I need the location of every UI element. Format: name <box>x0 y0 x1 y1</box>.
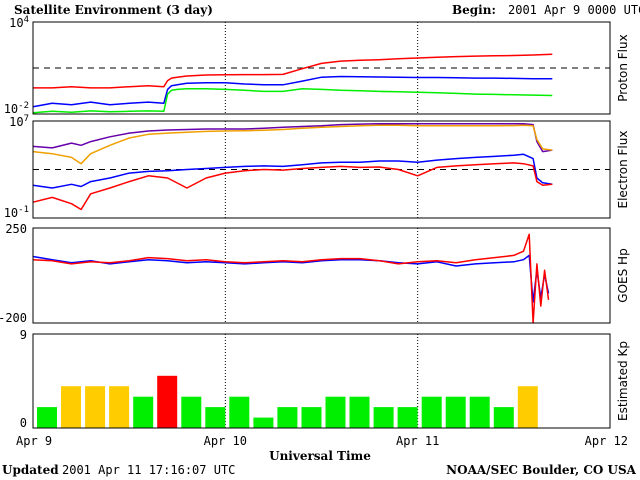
electron-flux-y-tick-label: 107 <box>9 114 29 129</box>
electron-flux-series-purple <box>32 122 553 153</box>
goes-hp-panel: 250 -200 GOES Hp <box>0 222 630 325</box>
begin-label: Begin: <box>452 3 496 17</box>
kp-bar <box>373 407 394 428</box>
electron-flux-y-tick-label: 10-1 <box>4 205 29 220</box>
estimated-kp-y-label: Estimated Kp <box>616 341 630 421</box>
kp-bar <box>277 407 298 428</box>
kp-bar <box>181 396 202 428</box>
x-tick-label: Apr 12 <box>585 434 628 448</box>
proton-flux-series-green <box>32 87 553 114</box>
kp-bar <box>325 396 346 428</box>
kp-bar <box>133 396 154 428</box>
kp-bar <box>421 396 442 428</box>
x-axis-ticks: Apr 9 Apr 10 Apr 11 Apr 12 <box>16 434 628 448</box>
estimated-kp-panel: 9 0 Estimated Kp <box>20 328 630 430</box>
kp-bar <box>61 386 81 428</box>
kp-bar <box>37 407 57 428</box>
kp-bar <box>301 407 322 428</box>
kp-bar <box>397 407 418 428</box>
kp-bar <box>109 386 130 428</box>
goes-hp-series-red <box>32 233 550 324</box>
kp-bar <box>493 407 514 428</box>
kp-bar <box>229 396 250 428</box>
kp-bar <box>445 396 466 428</box>
x-tick-label: Apr 11 <box>396 434 439 448</box>
x-tick-label: Apr 9 <box>16 434 52 448</box>
kp-bar <box>157 375 178 428</box>
estimated-kp-frame <box>32 333 611 429</box>
proton-flux-panel: 104 10-2 Proton Flux <box>4 15 630 116</box>
x-tick-label: Apr 10 <box>204 434 247 448</box>
kp-bar <box>517 386 538 428</box>
proton-flux-series-blue <box>32 75 553 108</box>
proton-flux-series-red <box>33 53 553 89</box>
proton-flux-y-tick-label: 104 <box>9 15 29 30</box>
electron-flux-y-label: Electron Flux <box>616 131 630 209</box>
electron-flux-series-red <box>32 162 553 211</box>
credit: NOAA/SEC Boulder, CO USA <box>446 463 637 477</box>
proton-flux-frame <box>32 21 611 115</box>
goes-hp-y-label: GOES Hp <box>616 248 630 302</box>
goes-hp-y-tick-label: 250 <box>5 222 27 236</box>
goes-hp-series-blue <box>32 254 550 303</box>
x-axis-label: Universal Time <box>269 449 371 463</box>
proton-flux-y-tick-label: 10-2 <box>4 101 29 116</box>
kp-bar <box>349 396 370 428</box>
updated-label: Updated <box>2 463 59 477</box>
electron-flux-panel: 107 10-1 Electron Flux <box>4 114 630 220</box>
kp-bar <box>205 407 226 428</box>
estimated-kp-y-tick-label: 9 <box>20 328 27 342</box>
goes-hp-y-tick-label: -200 <box>0 311 27 325</box>
proton-flux-y-label: Proton Flux <box>616 34 630 101</box>
kp-bar <box>469 396 490 428</box>
kp-bar <box>253 417 274 428</box>
kp-bar <box>85 386 106 428</box>
goes-hp-frame <box>32 227 611 324</box>
electron-flux-series-blue <box>32 153 553 189</box>
updated-value: 2001 Apr 11 17:16:07 UTC <box>62 463 235 477</box>
electron-flux-frame <box>32 120 611 219</box>
estimated-kp-y-tick-label: 0 <box>20 416 27 430</box>
chart-title: Satellite Environment (3 day) <box>14 3 213 17</box>
electron-flux-series-orange <box>32 124 553 165</box>
begin-value: 2001 Apr 9 0000 UTC <box>508 3 640 17</box>
panels: 104 10-2 Proton Flux 107 10-1 Electron Flux 25… <box>0 15 630 430</box>
